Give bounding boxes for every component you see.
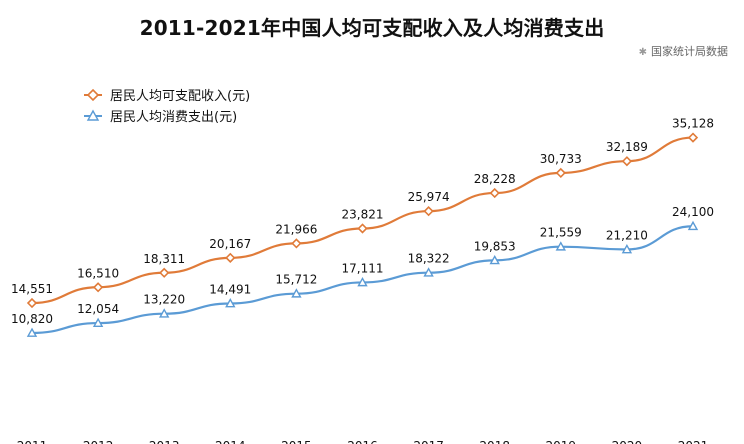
x-tick-label: 2017	[413, 439, 444, 444]
x-tick-label: 2016	[347, 439, 378, 444]
data-point	[159, 267, 170, 278]
data-point	[555, 167, 566, 179]
data-point	[291, 288, 302, 298]
series-2: 10,820 12,054 13,220 14,491 15,712 17,111 18,3…	[11, 205, 714, 337]
x-tick-label: 2013	[149, 439, 180, 444]
data-point	[291, 238, 302, 249]
plot-area: 14,551 16,510 18,311 20,167 21,966 23,821 25,9…	[11, 117, 714, 337]
data-point	[92, 282, 104, 293]
data-point	[555, 241, 566, 251]
x-tick-label: 2011	[17, 439, 48, 444]
data-label: 18,311	[143, 252, 185, 266]
legend-item-1: 居民人均可支配收入(元)	[84, 88, 250, 104]
data-point	[687, 132, 699, 143]
x-tick-label: 2021	[678, 439, 709, 444]
data-label: 17,111	[342, 261, 384, 275]
data-point	[423, 206, 434, 217]
legend-triangle-marker	[86, 109, 100, 121]
data-label: 21,210	[606, 228, 648, 242]
data-label: 24,100	[672, 205, 714, 219]
data-point	[92, 317, 104, 327]
data-point	[489, 254, 500, 265]
data-label: 23,821	[342, 207, 384, 221]
source-text: 国家统计局数据	[651, 45, 728, 58]
legend-label: 居民人均消费支出(元)	[110, 110, 237, 125]
data-point	[423, 267, 434, 277]
data-label: 15,712	[275, 273, 317, 287]
data-point	[621, 156, 633, 167]
data-label: 19,853	[474, 239, 516, 253]
data-point	[489, 187, 500, 199]
data-point	[225, 252, 236, 263]
data-point	[26, 327, 38, 337]
data-point	[687, 220, 699, 231]
data-point	[159, 308, 170, 318]
chart-title: 2011-2021年中国人均可支配收入及人均消费支出	[139, 16, 605, 40]
data-label: 35,128	[672, 117, 714, 131]
data-label: 12,054	[77, 302, 119, 316]
data-label: 13,220	[143, 293, 185, 307]
data-label: 25,974	[408, 190, 450, 204]
data-label: 20,167	[209, 237, 251, 251]
data-point	[357, 276, 368, 287]
data-label: 28,228	[474, 172, 516, 186]
source-note: ✱ 国家统计局数据	[639, 43, 728, 59]
series-1: 14,551 16,510 18,311 20,167 21,966 23,821 25,9…	[11, 117, 714, 309]
data-label: 16,510	[77, 266, 119, 280]
data-label: 21,966	[275, 222, 317, 236]
data-label: 30,733	[540, 152, 582, 166]
data-point	[621, 244, 633, 254]
data-point	[357, 223, 368, 234]
legend-item-2: 居民人均消费支出(元)	[84, 109, 237, 125]
asterisk-icon: ✱	[638, 47, 647, 58]
data-label: 10,820	[11, 312, 53, 326]
data-label: 14,491	[209, 282, 251, 296]
legend-diamond-marker	[86, 88, 100, 102]
data-label: 14,551	[11, 282, 53, 296]
data-point	[225, 298, 236, 308]
legend: 居民人均可支配收入(元) 居民人均消费支出(元)	[84, 88, 250, 125]
data-label: 18,322	[408, 252, 450, 266]
x-tick-label: 2018	[479, 439, 510, 444]
data-label: 32,189	[606, 140, 648, 154]
legend-label: 居民人均可支配收入(元)	[110, 89, 250, 104]
data-point	[26, 297, 38, 309]
x-tick-label: 2020	[612, 439, 643, 444]
x-tick-label: 2019	[546, 439, 577, 444]
x-tick-label: 2015	[281, 439, 312, 444]
data-label: 21,559	[540, 226, 582, 240]
